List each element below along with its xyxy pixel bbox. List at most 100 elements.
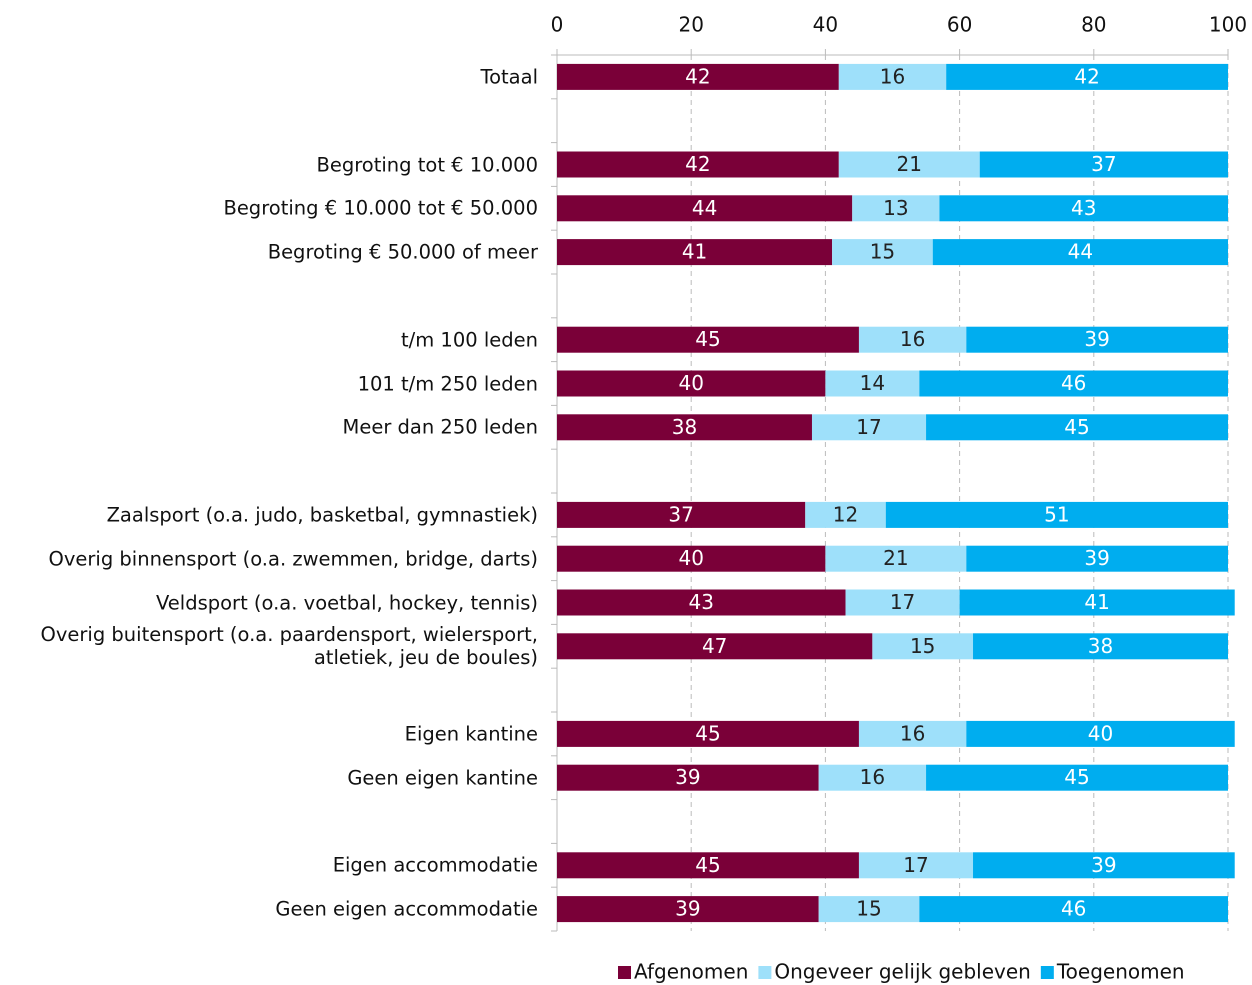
data-label: 21 bbox=[883, 546, 908, 570]
y-tick-label: Totaal bbox=[480, 65, 539, 89]
bar-segment bbox=[557, 370, 826, 397]
bar-segment bbox=[825, 370, 920, 397]
bar-segment bbox=[973, 633, 1228, 660]
bar-segment bbox=[557, 852, 859, 879]
data-label: 40 bbox=[1088, 721, 1113, 745]
x-tick-label: 40 bbox=[813, 13, 838, 37]
y-tick-label: Overig binnensport (o.a. zwemmen, bridge… bbox=[48, 547, 538, 571]
data-label: 15 bbox=[856, 897, 881, 921]
bar-segment bbox=[966, 326, 1228, 353]
bar-segment bbox=[557, 720, 859, 747]
data-label: 17 bbox=[890, 590, 915, 614]
bar-segment bbox=[818, 764, 927, 791]
data-label: 16 bbox=[880, 64, 905, 88]
legend-swatch bbox=[618, 966, 631, 979]
bar-segment bbox=[858, 326, 967, 353]
data-label: 42 bbox=[685, 152, 710, 176]
data-label: 44 bbox=[1068, 240, 1093, 264]
bar-segment bbox=[832, 239, 933, 266]
data-label: 17 bbox=[856, 415, 881, 439]
y-tick-label: 101 t/m 250 leden bbox=[357, 372, 538, 395]
bar-segment bbox=[811, 414, 927, 441]
data-label: 16 bbox=[900, 327, 925, 351]
data-label: 45 bbox=[1064, 415, 1089, 439]
bar-segment bbox=[858, 720, 967, 747]
bar-segment bbox=[838, 63, 947, 90]
data-label: 15 bbox=[870, 240, 895, 264]
x-tick-label: 0 bbox=[551, 13, 564, 37]
y-tick-label: Zaalsport (o.a. judo, basketbal, gymnast… bbox=[106, 503, 538, 527]
bar-segment bbox=[979, 151, 1228, 178]
x-tick-label: 80 bbox=[1081, 13, 1106, 37]
bar-segment bbox=[973, 852, 1235, 879]
bar-segment bbox=[946, 63, 1228, 90]
data-label: 43 bbox=[689, 590, 714, 614]
bar-segment bbox=[838, 151, 980, 178]
bar-segment bbox=[858, 852, 974, 879]
bar-segment bbox=[885, 501, 1228, 528]
data-label: 37 bbox=[1091, 152, 1116, 176]
bar-segment bbox=[557, 589, 846, 616]
bar-segment bbox=[557, 195, 853, 222]
bar-segment bbox=[557, 633, 873, 660]
data-label: 45 bbox=[695, 721, 720, 745]
y-tick-label: t/m 100 leden bbox=[401, 328, 538, 352]
bar-segment bbox=[845, 589, 960, 616]
data-label: 51 bbox=[1044, 502, 1069, 526]
data-label: 42 bbox=[685, 64, 710, 88]
data-label: 12 bbox=[833, 502, 858, 526]
data-label: 45 bbox=[1064, 765, 1089, 789]
y-tick-label: Begroting € 10.000 tot € 50.000 bbox=[223, 196, 538, 220]
bar-segment bbox=[919, 370, 1228, 397]
bar-segment bbox=[805, 501, 886, 528]
y-tick-label: Meer dan 250 leden bbox=[342, 415, 539, 439]
y-tick-label: Begroting tot € 10.000 bbox=[316, 153, 538, 176]
data-label: 39 bbox=[1084, 546, 1109, 570]
data-label: 41 bbox=[1084, 590, 1109, 614]
data-label: 40 bbox=[678, 546, 703, 570]
data-label: 47 bbox=[702, 634, 727, 658]
data-label: 42 bbox=[1074, 64, 1099, 88]
data-label: 38 bbox=[1088, 634, 1113, 658]
bar-segment bbox=[932, 239, 1228, 266]
x-tick-label: 20 bbox=[678, 13, 703, 37]
legend-label: Ongeveer gelijk gebleven bbox=[774, 960, 1030, 984]
x-tick-label: 60 bbox=[947, 13, 972, 37]
x-tick-label: 100 bbox=[1209, 13, 1247, 37]
data-label: 46 bbox=[1061, 897, 1086, 921]
legend-swatch bbox=[758, 966, 772, 979]
bar-segment bbox=[966, 720, 1235, 747]
data-label: 45 bbox=[695, 327, 720, 351]
bar-segment bbox=[926, 764, 1228, 791]
y-tick-label: Begroting € 50.000 of meer bbox=[267, 240, 538, 264]
y-tick-label: Eigen accommodatie bbox=[332, 853, 538, 877]
bar-segment bbox=[557, 151, 839, 178]
data-label: 44 bbox=[692, 196, 717, 220]
data-label: 37 bbox=[668, 502, 693, 526]
y-tick-label: Overig buitensport (o.a. paardensport, w… bbox=[40, 623, 538, 670]
bar-segment bbox=[557, 545, 826, 572]
bar-segment bbox=[852, 195, 940, 222]
bar-segment bbox=[557, 896, 819, 923]
data-label: 39 bbox=[1091, 853, 1116, 877]
data-label: 13 bbox=[883, 196, 908, 220]
data-label: 14 bbox=[860, 371, 885, 395]
data-label: 43 bbox=[1071, 196, 1096, 220]
data-label: 17 bbox=[903, 853, 928, 877]
bar-segment bbox=[959, 589, 1235, 616]
y-tick-label: Geen eigen kantine bbox=[347, 766, 538, 790]
data-label: 39 bbox=[1084, 327, 1109, 351]
legend-swatch bbox=[1040, 966, 1054, 979]
bar-segment bbox=[557, 239, 833, 266]
data-label: 39 bbox=[675, 897, 700, 921]
bar-segment bbox=[557, 63, 839, 90]
legend-label: Afgenomen bbox=[634, 960, 748, 984]
bar-segment bbox=[557, 764, 819, 791]
data-label: 39 bbox=[675, 765, 700, 789]
bar-segment bbox=[919, 896, 1228, 923]
data-label: 46 bbox=[1061, 371, 1086, 395]
data-label: 40 bbox=[678, 371, 703, 395]
y-tick-label: Geen eigen accommodatie bbox=[275, 897, 538, 921]
